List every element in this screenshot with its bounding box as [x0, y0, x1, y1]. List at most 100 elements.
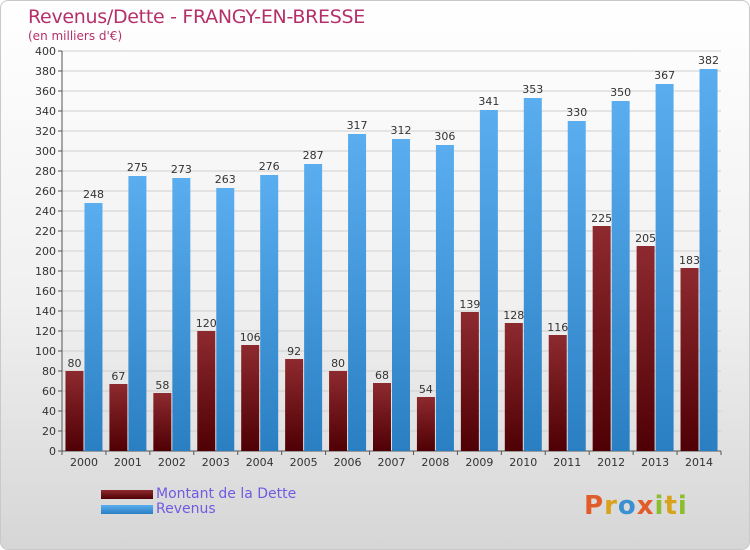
data-label-dette: 106: [240, 331, 261, 344]
bar-revenus: [435, 145, 454, 451]
data-label-dette: 120: [196, 317, 217, 330]
data-label-revenus: 317: [347, 119, 368, 132]
bar-revenus: [523, 98, 542, 451]
bar-dette: [241, 345, 260, 451]
y-tick-label: 160: [35, 285, 56, 298]
y-tick-label: 0: [49, 445, 56, 458]
data-label-dette: 80: [331, 357, 345, 370]
legend-label-dette: Montant de la Dette: [156, 486, 297, 502]
data-label-dette: 58: [155, 379, 169, 392]
x-tick-label: 2010: [509, 456, 537, 469]
bar-revenus: [348, 134, 367, 451]
bar-dette: [592, 226, 611, 451]
y-tick-label: 260: [35, 185, 56, 198]
x-tick-label: 2002: [158, 456, 186, 469]
data-label-dette: 139: [459, 298, 480, 311]
x-tick-label: 2001: [114, 456, 142, 469]
data-label-revenus: 276: [259, 160, 280, 173]
bar-dette: [460, 312, 479, 451]
chart-title: Revenus/Dette - FRANGY-EN-BRESSE: [28, 6, 365, 28]
chart-subtitle: (en milliers d'€): [28, 29, 123, 43]
y-tick-label: 320: [35, 125, 56, 138]
data-label-dette: 80: [67, 357, 81, 370]
y-tick-label: 300: [35, 145, 56, 158]
bar-revenus: [128, 176, 147, 451]
bar-dette: [153, 393, 172, 451]
y-tick-label: 340: [35, 105, 56, 118]
data-label-revenus: 263: [215, 173, 236, 186]
x-tick-label: 2008: [421, 456, 449, 469]
bar-dette: [373, 383, 391, 451]
bar-revenus: [260, 175, 279, 451]
bar-revenus: [567, 121, 586, 451]
y-tick-label: 240: [35, 205, 56, 218]
bar-dette: [329, 371, 348, 451]
bar-revenus: [172, 178, 191, 451]
data-labels: 80 248 67 275 58 273 120 263 106 276 92 287 80 317 68 3…: [67, 54, 719, 396]
y-tick-label: 280: [35, 165, 56, 178]
y-tick-label: 120: [35, 325, 56, 338]
data-label-dette: 183: [679, 254, 700, 267]
bar-dette: [504, 323, 523, 451]
data-label-dette: 128: [503, 309, 524, 322]
x-tick-label: 2012: [597, 456, 625, 469]
bar-dette: [548, 335, 567, 451]
data-label-revenus: 353: [522, 83, 543, 96]
data-label-dette: 67: [111, 370, 125, 383]
bar-revenus: [611, 101, 630, 451]
bar-revenus: [304, 164, 323, 451]
x-tick-label: 2009: [465, 456, 493, 469]
x-tick-label: 2005: [290, 456, 318, 469]
x-tick-label: 2014: [685, 456, 713, 469]
grid-lines: [62, 50, 721, 452]
x-tick-label: 2004: [246, 456, 274, 469]
y-tick-label: 140: [35, 305, 56, 318]
bar-revenus: [216, 188, 235, 451]
x-tick-label: 2003: [202, 456, 230, 469]
data-label-revenus: 341: [478, 95, 499, 108]
legend-swatch-revenus: [101, 505, 153, 514]
x-tick-label: 2000: [70, 456, 98, 469]
bar-dette: [416, 397, 435, 451]
y-tick-label: 20: [42, 425, 56, 438]
data-label-revenus: 350: [610, 86, 631, 99]
data-label-revenus: 273: [171, 163, 192, 176]
x-tick-label: 2007: [378, 456, 406, 469]
data-label-revenus: 382: [698, 54, 719, 67]
data-label-dette: 205: [635, 232, 656, 245]
bar-dette: [197, 331, 216, 451]
y-tick-label: 180: [35, 265, 56, 278]
bar-dette: [109, 384, 128, 451]
data-label-dette: 225: [591, 212, 612, 225]
data-label-revenus: 275: [127, 161, 148, 174]
data-label-revenus: 330: [566, 106, 587, 119]
bar-dette: [65, 371, 84, 451]
y-tick-label: 80: [42, 365, 56, 378]
bar-revenus: [655, 84, 674, 451]
legend-label-revenus: Revenus: [156, 501, 216, 517]
data-label-revenus: 287: [303, 149, 324, 162]
data-label-revenus: 367: [654, 69, 675, 82]
bar-revenus: [84, 203, 103, 451]
bar-dette: [680, 268, 699, 451]
legend-swatch-dette: [101, 490, 153, 499]
bar-dette: [285, 359, 304, 451]
axes: 0 20 40 60 80 100 120 140 160 180 200 220 240 260 280 3…: [35, 45, 722, 469]
y-tick-label: 220: [35, 225, 56, 238]
y-tick-label: 360: [35, 85, 56, 98]
bars: [65, 69, 718, 451]
y-tick-label: 40: [42, 405, 56, 418]
bar-revenus: [479, 110, 498, 451]
data-label-revenus: 248: [83, 188, 104, 201]
y-tick-label: 100: [35, 345, 56, 358]
y-tick-label: 200: [35, 245, 56, 258]
y-tick-label: 380: [35, 65, 56, 78]
bar-revenus: [699, 69, 718, 451]
bar-revenus: [392, 139, 410, 451]
data-label-dette: 68: [375, 369, 389, 382]
y-tick-label: 60: [42, 385, 56, 398]
x-tick-label: 2006: [334, 456, 362, 469]
data-label-revenus: 306: [434, 130, 455, 143]
